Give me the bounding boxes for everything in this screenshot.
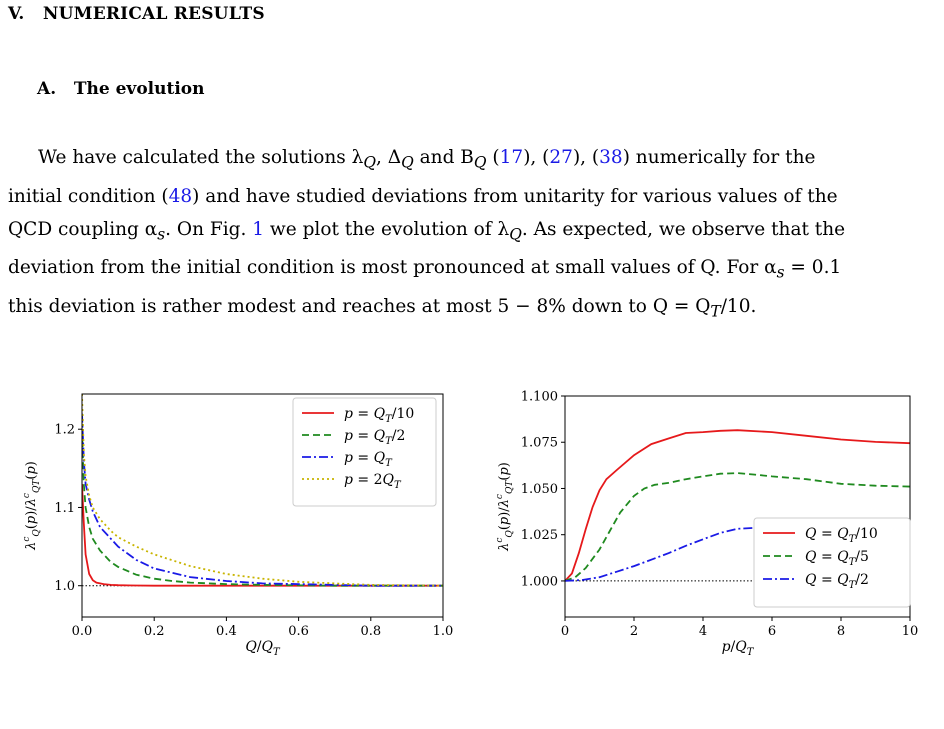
x-tick-label: 6 [768, 624, 776, 639]
legend: Q = QT/10 Q = QT/5 Q = QT/2 [753, 517, 911, 608]
legend-label: Q = QT/5 [805, 549, 869, 568]
plot-area [82, 394, 443, 587]
equation-ref-48[interactable]: 48 [168, 185, 193, 207]
x-tick-label: 4 [699, 624, 707, 639]
x-tick-label: 0.0 [72, 624, 93, 639]
equation-ref-38[interactable]: 38 [599, 147, 623, 168]
y-axis-label: λcQ(p)/λcQT(p) [22, 461, 42, 551]
y-tick-label: 1.000 [521, 574, 558, 589]
x-tick-label: 1.0 [433, 624, 454, 639]
paragraph-line-1: We have calculated the solutions λQ, ΔQ … [38, 147, 816, 172]
x-tick-label: 0.2 [144, 624, 165, 639]
x-tick-label: 2 [630, 624, 638, 639]
legend-label: Q = QT/2 [805, 572, 869, 591]
y-tick-label: 1.075 [521, 436, 558, 451]
legend-label: p = 2QT​ [344, 472, 402, 491]
x-tick-label: 10 [902, 624, 919, 639]
y-tick-label: 1.1 [54, 501, 75, 516]
section-heading: V. NUMERICAL RESULTS [8, 4, 265, 24]
series-line-2 [82, 429, 443, 587]
series-line-4 [82, 394, 443, 587]
subsection-number: A. [37, 79, 57, 99]
y-tick-label: 1.050 [521, 482, 558, 497]
chart-lambda-vs-p: 0 2 4 6 8 10 1.000 1.025 1.050 1.075 1.100 p/QT​ λcQ… [495, 390, 919, 659]
x-tick-label: 8 [837, 624, 845, 639]
legend-label: p = QT/10 [344, 406, 414, 425]
chart-lambda-vs-Q: 0.0 0.2 0.4 0.6 0.8 1.0 1.0 1.1 1.2 Q/QT​ λcQ(p)/λ… [22, 393, 454, 658]
paragraph-line-4: deviation from the initial condition is … [8, 257, 842, 283]
x-tick-label: 0.6 [288, 624, 309, 639]
legend-label: p = QT​ [344, 450, 393, 469]
figure-ref-1[interactable]: 1 [252, 218, 265, 240]
equation-ref-17[interactable]: 17 [499, 147, 524, 168]
section-title: NUMERICAL RESULTS [42, 4, 265, 24]
paragraph-line-2: initial condition (48) and have studied … [8, 185, 838, 207]
body-paragraph: We have calculated the solutions λQ, ΔQ … [8, 141, 938, 329]
series-line-1 [82, 483, 443, 587]
series-line-3 [82, 413, 443, 587]
y-axis-label: λcQ(p)/λcQT(p) [495, 462, 515, 552]
legend: p = QT/10 p = QT/2 p = QT​ p = 2QT​ [292, 397, 437, 507]
axes-frame [81, 393, 444, 618]
section-number: V. [8, 4, 25, 24]
x-tick-label: 0.8 [360, 624, 381, 639]
axes-frame [564, 395, 911, 618]
y-tick-label: 1.0 [54, 579, 75, 594]
x-axis-label: Q/QT​ [245, 639, 281, 658]
x-tick-label: 0.4 [216, 624, 237, 639]
x-axis-label: p/QT​ [722, 639, 755, 658]
subsection-heading: A. The evolution [37, 79, 204, 99]
legend-box [753, 517, 911, 608]
series-line-2 [565, 472, 910, 582]
paragraph-line-3: QCD coupling αs. On Fig. 1 we plot the e… [8, 218, 846, 244]
legend-label: p = QT/2 [344, 428, 405, 447]
y-tick-label: 1.025 [521, 528, 558, 543]
y-tick-label: 1.100 [521, 390, 558, 405]
legend-label: Q = QT/10 [805, 526, 878, 545]
series-line-1 [565, 429, 910, 582]
x-tick-label: 0 [561, 624, 569, 639]
paragraph-line-5: this deviation is rather modest and reac… [8, 296, 757, 321]
equation-ref-27[interactable]: 27 [549, 147, 573, 168]
subsection-title: The evolution [73, 79, 205, 99]
y-tick-label: 1.2 [54, 423, 75, 438]
